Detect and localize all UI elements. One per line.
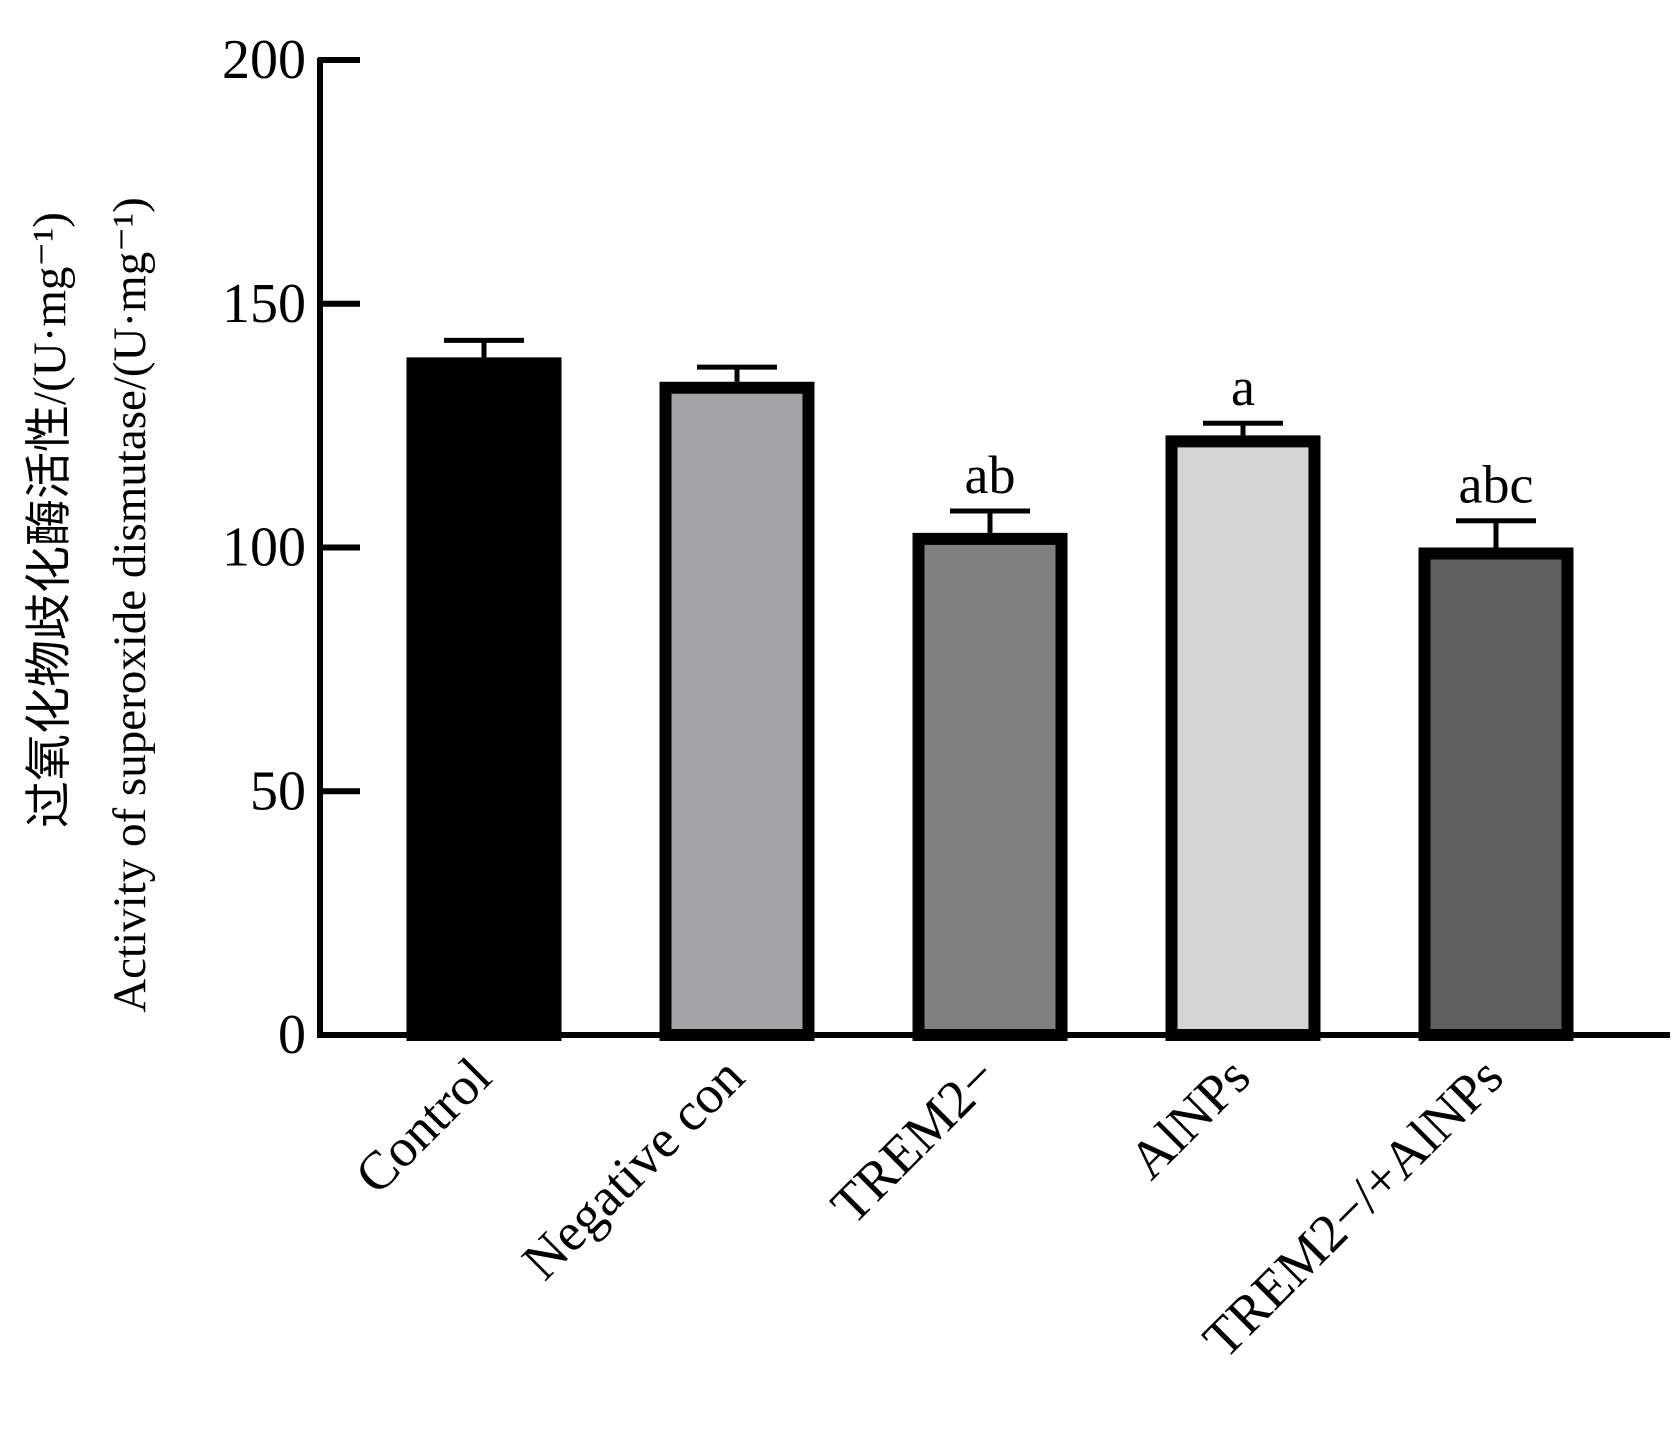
x-tick-label-1: Control [343,1046,502,1205]
bars-group [406,357,1574,1041]
x-tick-label-3: TREM2− [819,1046,1008,1235]
y-axis-title-en: Activity of superoxide dismutase/(U·mg⁻¹… [104,197,156,1013]
y-ticks-group: 0 50 100 150 200 [222,29,360,1066]
y-axis-title-cn: 过氧化物歧化酶活性/(U·mg⁻¹) [24,212,76,828]
bar-1 [406,357,562,1041]
significance-label-3: ab [965,445,1016,505]
y-tick-label-1: 0 [278,1004,306,1066]
y-tick-label-5: 200 [222,29,306,91]
y-tick-label-3: 100 [222,517,306,579]
bar-3 [912,532,1068,1041]
significance-label-5: abc [1459,455,1534,515]
y-tick-label-4: 150 [222,273,306,335]
significance-label-4: a [1231,357,1255,417]
x-tick-label-2: Negative con [511,1046,756,1291]
y-tick-label-2: 50 [250,760,306,822]
bar-5 [1418,547,1574,1041]
error-bars-group [444,337,1536,548]
y-axis-title: 过氧化物歧化酶活性/(U·mg⁻¹) Activity of superoxid… [24,197,156,1013]
x-tick-label-4: AlNPs [1117,1046,1261,1190]
bar-2 [659,381,815,1041]
x-labels-group: Control Negative con TREM2− AlNPsTREM2−/+Al… [343,1046,1514,1369]
bar-4 [1165,435,1321,1041]
significance-labels-group: ab a abc [965,357,1534,515]
